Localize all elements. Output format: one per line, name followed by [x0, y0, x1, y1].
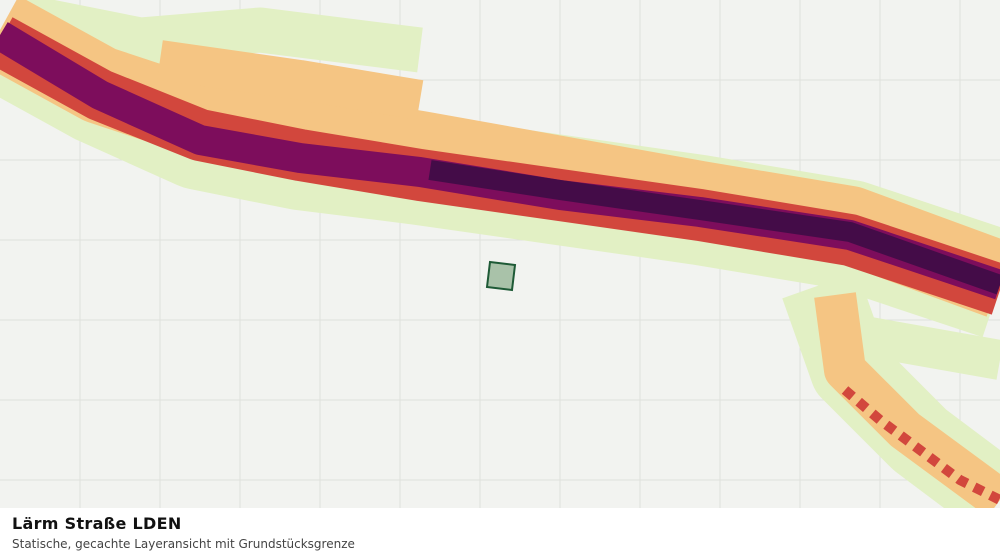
noise-layer [0, 0, 1000, 508]
noise-zone-extreme [428, 160, 1000, 295]
noise-zone-high [841, 386, 1000, 505]
parcel-boundary[interactable] [485, 260, 517, 292]
map [0, 0, 1000, 508]
map-subtitle: Statische, gecachte Layeransicht mit Gru… [12, 537, 355, 551]
map-title: Lärm Straße LDEN [12, 514, 182, 533]
noise-zone-low [35, 0, 423, 73]
caption: Lärm Straße LDEN Statische, gecachte Lay… [0, 508, 1000, 560]
noise-zone-medium [157, 40, 424, 120]
noise-zone-medium [814, 292, 1000, 508]
